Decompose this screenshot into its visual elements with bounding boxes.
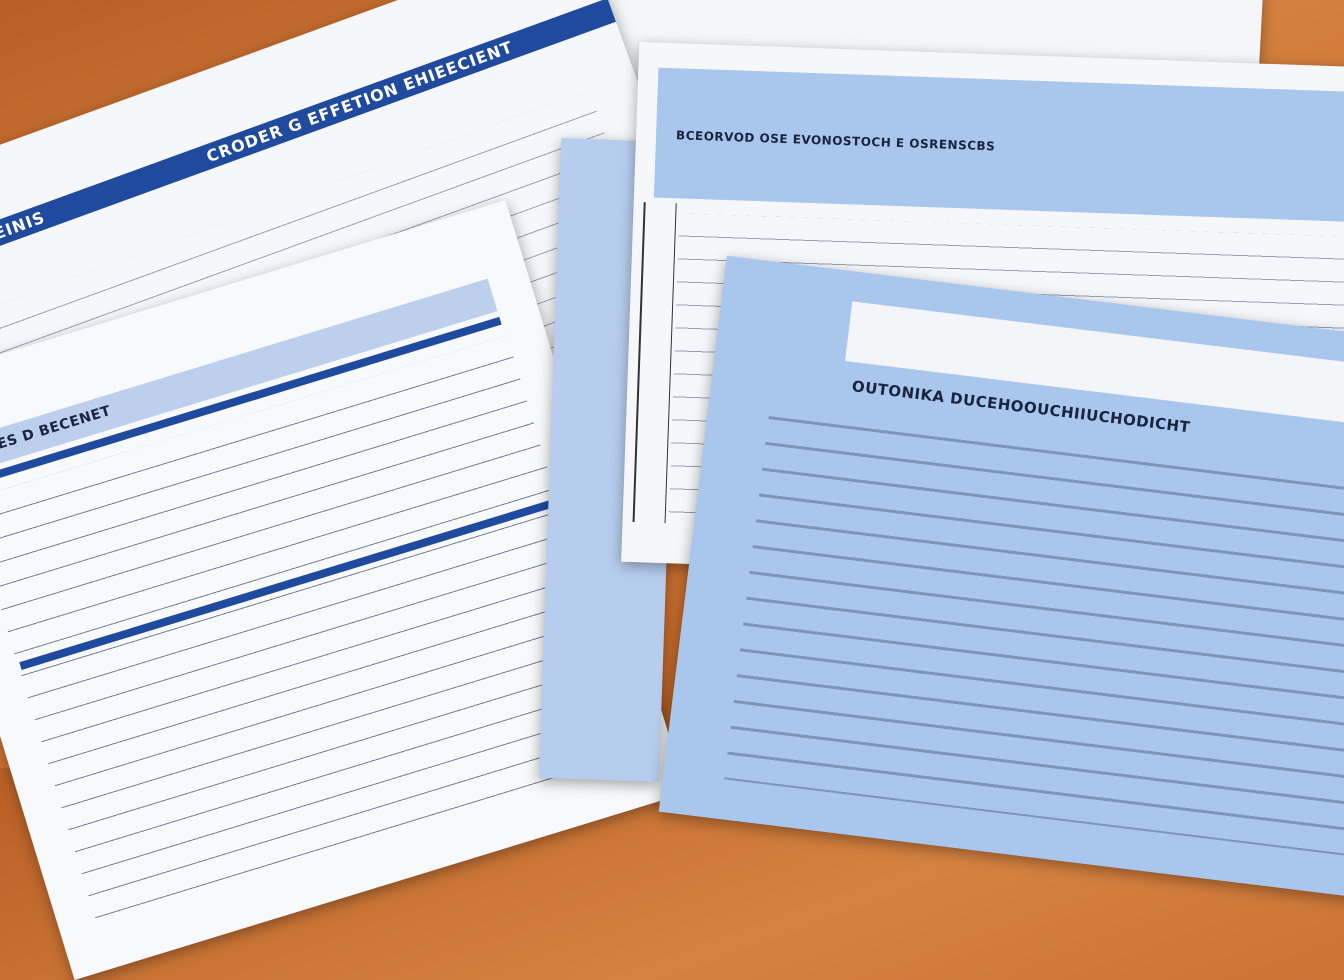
form-text — [723, 402, 1344, 858]
banner-left-text: EETIIBIRG CIEINIS — [0, 207, 48, 286]
document-blue-sheet: OUTONIKA DUCEHOOUCHIIUCHODICHT — [658, 255, 1344, 905]
